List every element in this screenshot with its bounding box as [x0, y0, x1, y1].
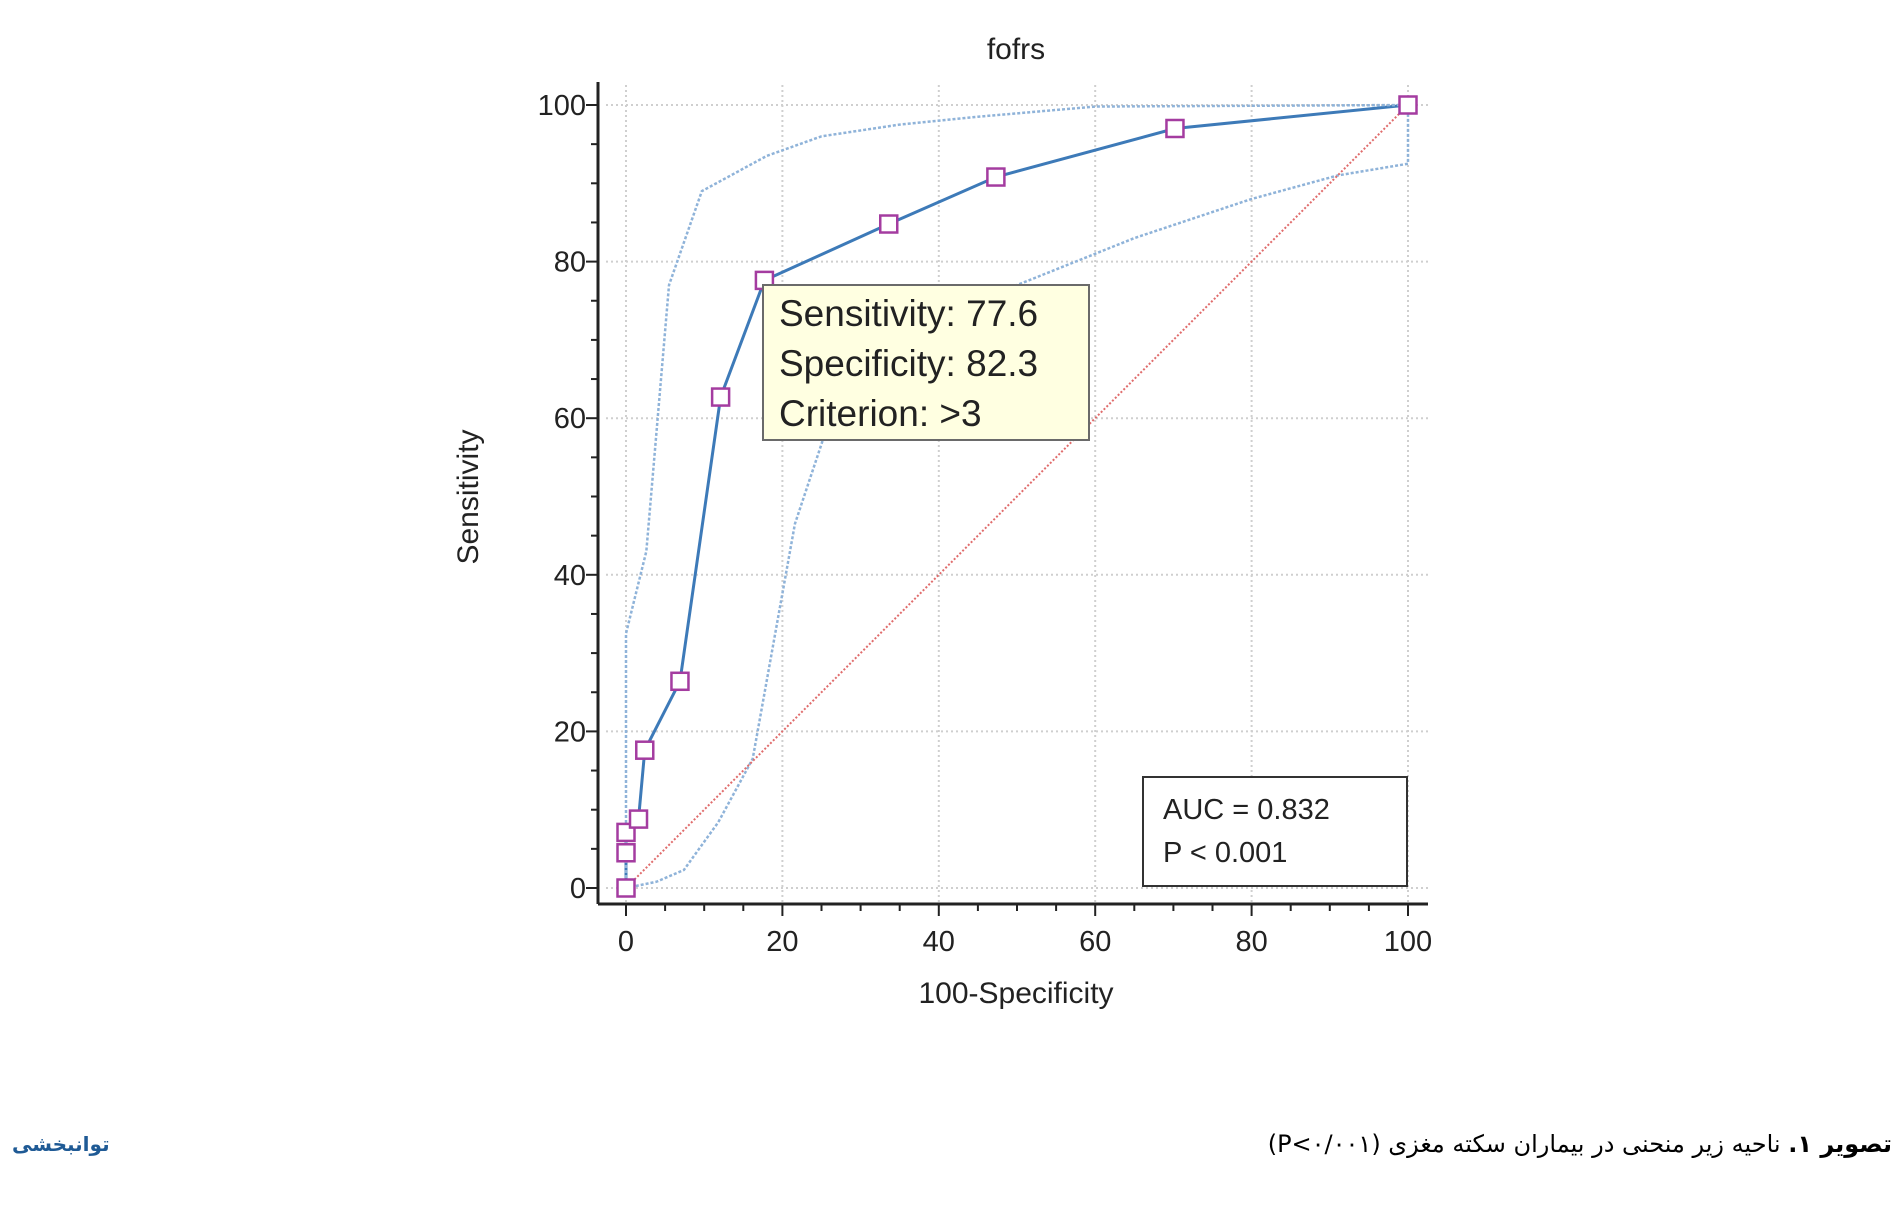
auc-box: AUC = 0.832 P < 0.001	[1142, 776, 1408, 887]
roc-point-marker	[670, 671, 690, 692]
axes: 0 20 40 60 80 100 0 20 40 60 80 100	[538, 82, 1432, 958]
tooltip-sensitivity: Sensitivity: 77.6	[779, 293, 1038, 334]
roc-point-marker	[616, 843, 636, 863]
y-tick-label: 100	[538, 90, 586, 122]
x-tick-label: 20	[766, 926, 798, 958]
series-layer	[624, 103, 1410, 890]
x-tick-label: 0	[618, 926, 634, 958]
y-tick-label: 0	[570, 873, 586, 905]
roc-point-marker	[986, 167, 1006, 187]
x-tick-label: 80	[1235, 926, 1267, 958]
p-value: P < 0.001	[1163, 837, 1287, 869]
roc-point-marker	[616, 878, 636, 898]
roc-point-marker	[1165, 118, 1185, 139]
auc-box-frame	[1142, 776, 1408, 887]
roc-point-marker	[879, 214, 899, 234]
roc-point-marker	[710, 387, 731, 407]
caption-label: تصویر ۱.	[1788, 1130, 1892, 1158]
y-axis-label: Sensitivity	[452, 429, 485, 564]
x-tick-label: 100	[1384, 926, 1432, 958]
ci-lower-line	[625, 105, 1410, 890]
tooltip-box	[762, 284, 1090, 441]
roc-point-marker	[635, 740, 655, 760]
ci-upper-line	[624, 103, 1409, 888]
journal-logo: توانبخشی	[12, 1132, 110, 1156]
grid	[606, 85, 1428, 908]
roc-point-marker	[628, 809, 649, 829]
chart-title: fofrs	[987, 33, 1045, 66]
tooltip-specificity: Specificity: 82.3	[779, 343, 1038, 384]
y-tick-label: 20	[554, 716, 586, 748]
roc-point-marker	[1398, 95, 1418, 115]
caption-text: ناحیه زیر منحنی در بیماران سکته مغزی (P<…	[1267, 1130, 1789, 1158]
tooltip-criterion: Criterion: >3	[779, 393, 982, 434]
x-axis-label: 100-Specificity	[918, 977, 1113, 1010]
y-tick-label: 40	[554, 560, 586, 592]
y-tick-label: 60	[554, 403, 586, 435]
y-tick-label: 80	[554, 247, 586, 279]
markers-layer	[616, 95, 1418, 898]
x-tick-label: 40	[923, 926, 955, 958]
figure-caption: تصویر ۱. ناحیه زیر منحنی در بیماران سکته…	[1268, 1130, 1892, 1158]
reference-line	[625, 104, 1409, 889]
tooltip: Sensitivity: 77.6 Specificity: 82.3 Crit…	[762, 284, 1090, 441]
auc-value: AUC = 0.832	[1163, 794, 1330, 826]
x-tick-label: 60	[1079, 926, 1111, 958]
